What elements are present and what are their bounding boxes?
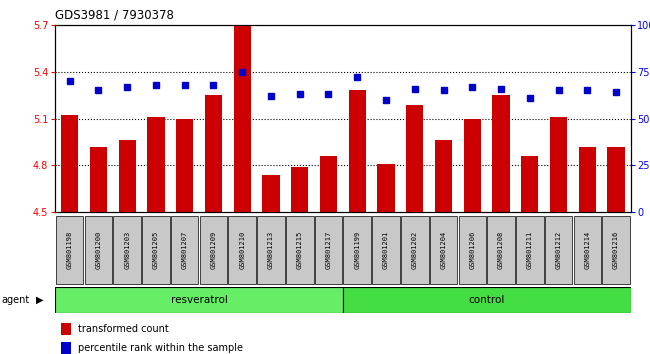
FancyBboxPatch shape <box>488 216 515 284</box>
Text: GSM801214: GSM801214 <box>584 230 590 269</box>
FancyBboxPatch shape <box>573 216 601 284</box>
FancyBboxPatch shape <box>545 216 573 284</box>
Bar <box>493 95 510 212</box>
Text: GSM801217: GSM801217 <box>326 230 332 269</box>
Text: GSM801199: GSM801199 <box>354 230 360 269</box>
Bar <box>463 119 481 212</box>
Bar <box>205 95 222 212</box>
FancyBboxPatch shape <box>516 216 543 284</box>
Bar <box>435 141 452 212</box>
Text: GSM801211: GSM801211 <box>527 230 533 269</box>
Bar <box>263 175 280 212</box>
FancyBboxPatch shape <box>343 287 630 313</box>
FancyBboxPatch shape <box>200 216 227 284</box>
Text: GSM801207: GSM801207 <box>182 230 188 269</box>
Text: GSM801215: GSM801215 <box>297 230 303 269</box>
Bar <box>608 147 625 212</box>
Text: percentile rank within the sample: percentile rank within the sample <box>78 343 243 353</box>
Bar <box>521 156 538 212</box>
Text: GSM801213: GSM801213 <box>268 230 274 269</box>
Text: GSM801208: GSM801208 <box>498 230 504 269</box>
FancyBboxPatch shape <box>603 216 630 284</box>
FancyBboxPatch shape <box>286 216 313 284</box>
Text: GSM801216: GSM801216 <box>613 230 619 269</box>
Text: agent: agent <box>1 295 29 305</box>
Text: GSM801201: GSM801201 <box>383 230 389 269</box>
FancyBboxPatch shape <box>142 216 170 284</box>
Bar <box>61 342 72 354</box>
Bar <box>61 323 72 335</box>
FancyBboxPatch shape <box>55 287 343 313</box>
Bar <box>578 147 596 212</box>
Text: GSM801203: GSM801203 <box>124 230 130 269</box>
Bar <box>176 119 193 212</box>
FancyBboxPatch shape <box>372 216 400 284</box>
FancyBboxPatch shape <box>458 216 486 284</box>
Bar <box>550 117 567 212</box>
Bar <box>320 156 337 212</box>
FancyBboxPatch shape <box>315 216 343 284</box>
Bar <box>348 90 366 212</box>
Text: GSM801206: GSM801206 <box>469 230 475 269</box>
Bar <box>61 115 78 212</box>
FancyBboxPatch shape <box>56 216 83 284</box>
FancyBboxPatch shape <box>401 216 428 284</box>
FancyBboxPatch shape <box>228 216 256 284</box>
FancyBboxPatch shape <box>171 216 198 284</box>
Text: GSM801202: GSM801202 <box>412 230 418 269</box>
Text: control: control <box>469 295 505 305</box>
FancyBboxPatch shape <box>257 216 285 284</box>
Text: GDS3981 / 7930378: GDS3981 / 7930378 <box>55 9 174 22</box>
Text: GSM801204: GSM801204 <box>441 230 447 269</box>
Bar <box>118 141 136 212</box>
Bar <box>148 117 164 212</box>
FancyBboxPatch shape <box>113 216 141 284</box>
Text: GSM801200: GSM801200 <box>96 230 101 269</box>
FancyBboxPatch shape <box>84 216 112 284</box>
Text: resveratrol: resveratrol <box>170 295 228 305</box>
Bar <box>406 104 423 212</box>
Text: transformed count: transformed count <box>78 324 169 334</box>
Text: GSM801209: GSM801209 <box>211 230 216 269</box>
Text: GSM801198: GSM801198 <box>67 230 73 269</box>
Text: GSM801210: GSM801210 <box>239 230 245 269</box>
Text: ▶: ▶ <box>36 295 44 305</box>
Bar <box>291 167 308 212</box>
Bar <box>233 25 251 212</box>
Bar <box>90 147 107 212</box>
FancyBboxPatch shape <box>343 216 371 284</box>
FancyBboxPatch shape <box>430 216 458 284</box>
Text: GSM801212: GSM801212 <box>556 230 562 269</box>
Bar <box>378 164 395 212</box>
Text: GSM801205: GSM801205 <box>153 230 159 269</box>
